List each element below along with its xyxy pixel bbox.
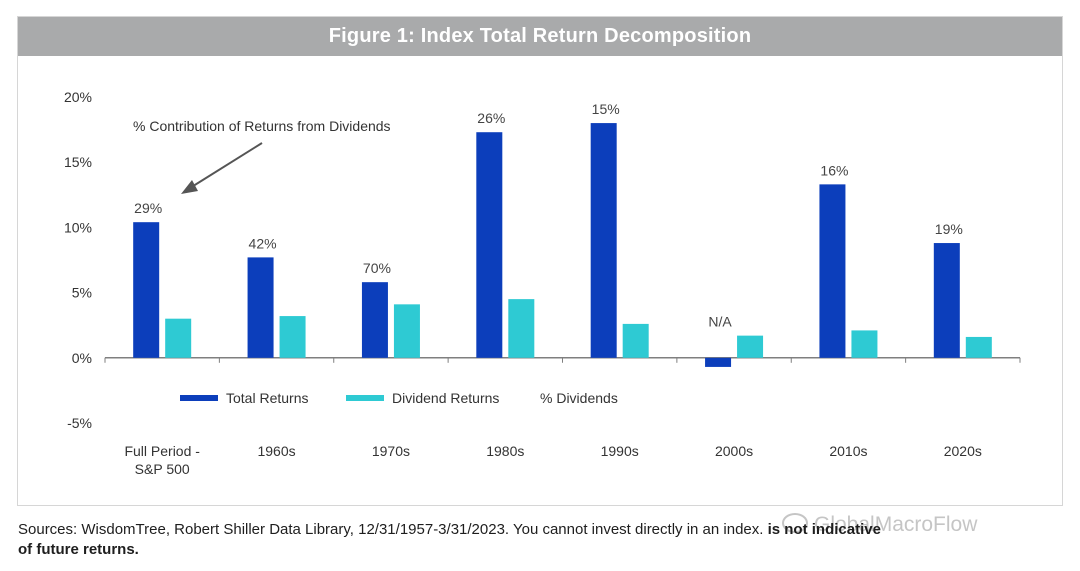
x-category-label: 1980s (486, 443, 524, 459)
total-return-bar (819, 184, 846, 358)
pct-dividends-label: 19% (935, 221, 963, 237)
watermark-text: GlobalMacroFlow (814, 513, 978, 536)
x-category-label: 2020s (944, 443, 982, 459)
dividend-return-bar (622, 323, 649, 358)
dividend-return-bar (165, 318, 192, 358)
total-return-bar (133, 222, 160, 358)
annotation-arrow-head (181, 180, 198, 194)
legend-label-total: Total Returns (226, 390, 308, 406)
dividend-return-bar (737, 335, 764, 358)
pct-dividends-label: 42% (249, 235, 277, 251)
dividend-return-bar (393, 304, 420, 358)
y-tick-label: 15% (64, 154, 92, 170)
y-tick-label: 10% (64, 219, 92, 235)
dividend-return-bar (851, 330, 878, 358)
pct-dividends-label: 70% (363, 260, 391, 276)
figure-frame: Figure 1: Index Total Return Decompositi… (17, 16, 1063, 506)
x-category-label: 1990s (601, 443, 639, 459)
dividend-return-bar (279, 316, 306, 358)
dividend-return-bar (508, 299, 535, 358)
pct-dividends-label: 29% (134, 200, 162, 216)
footer-bold-tail: is not indicative (763, 521, 881, 538)
wechat-icon (782, 513, 808, 533)
x-category-label: 1970s (372, 443, 410, 459)
total-return-bar (247, 257, 274, 358)
pct-dividends-label: 15% (592, 101, 620, 117)
x-category-label: S&P 500 (135, 461, 190, 477)
chart-title: Figure 1: Index Total Return Decompositi… (328, 25, 752, 47)
legend-label-pct: % Dividends (540, 390, 618, 406)
dividend-return-bar (965, 336, 992, 358)
watermark: GlobalMacroFlow (782, 513, 977, 537)
title-bar: Figure 1: Index Total Return Decompositi… (18, 17, 1062, 56)
y-tick-label: 20% (64, 89, 92, 105)
pct-dividends-label: 16% (820, 162, 848, 178)
total-return-bar (705, 357, 732, 367)
x-category-label: Full Period - (124, 443, 200, 459)
pct-dividends-label: N/A (708, 314, 732, 330)
legend-label-dividend: Dividend Returns (392, 390, 499, 406)
bar-chart: -5% 0% 5% 10% 15% 20% 29% Full Period - S&P 500 4… (64, 89, 1021, 477)
y-tick-label: 0% (72, 350, 92, 366)
annotation-arrow-line (189, 142, 263, 189)
footer-bold-line2: of future returns. (18, 541, 139, 558)
x-category-label: 1960s (257, 443, 295, 459)
footer-sources: Sources: WisdomTree, Robert Shiller Data… (18, 521, 764, 538)
total-return-bar (361, 282, 388, 358)
total-return-bar (933, 243, 960, 358)
x-category-label: 2000s (715, 443, 753, 459)
pct-dividends-label: 26% (477, 110, 505, 126)
y-tick-label: -5% (67, 415, 92, 431)
y-tick-label: 5% (72, 285, 92, 301)
x-category-label: 2010s (829, 443, 867, 459)
total-return-bar (590, 123, 617, 358)
footer-note: Sources: WisdomTree, Robert Shiller Data… (18, 520, 1068, 560)
annotation-text: % Contribution of Returns from Dividends (133, 118, 391, 134)
total-return-bar (476, 132, 503, 358)
